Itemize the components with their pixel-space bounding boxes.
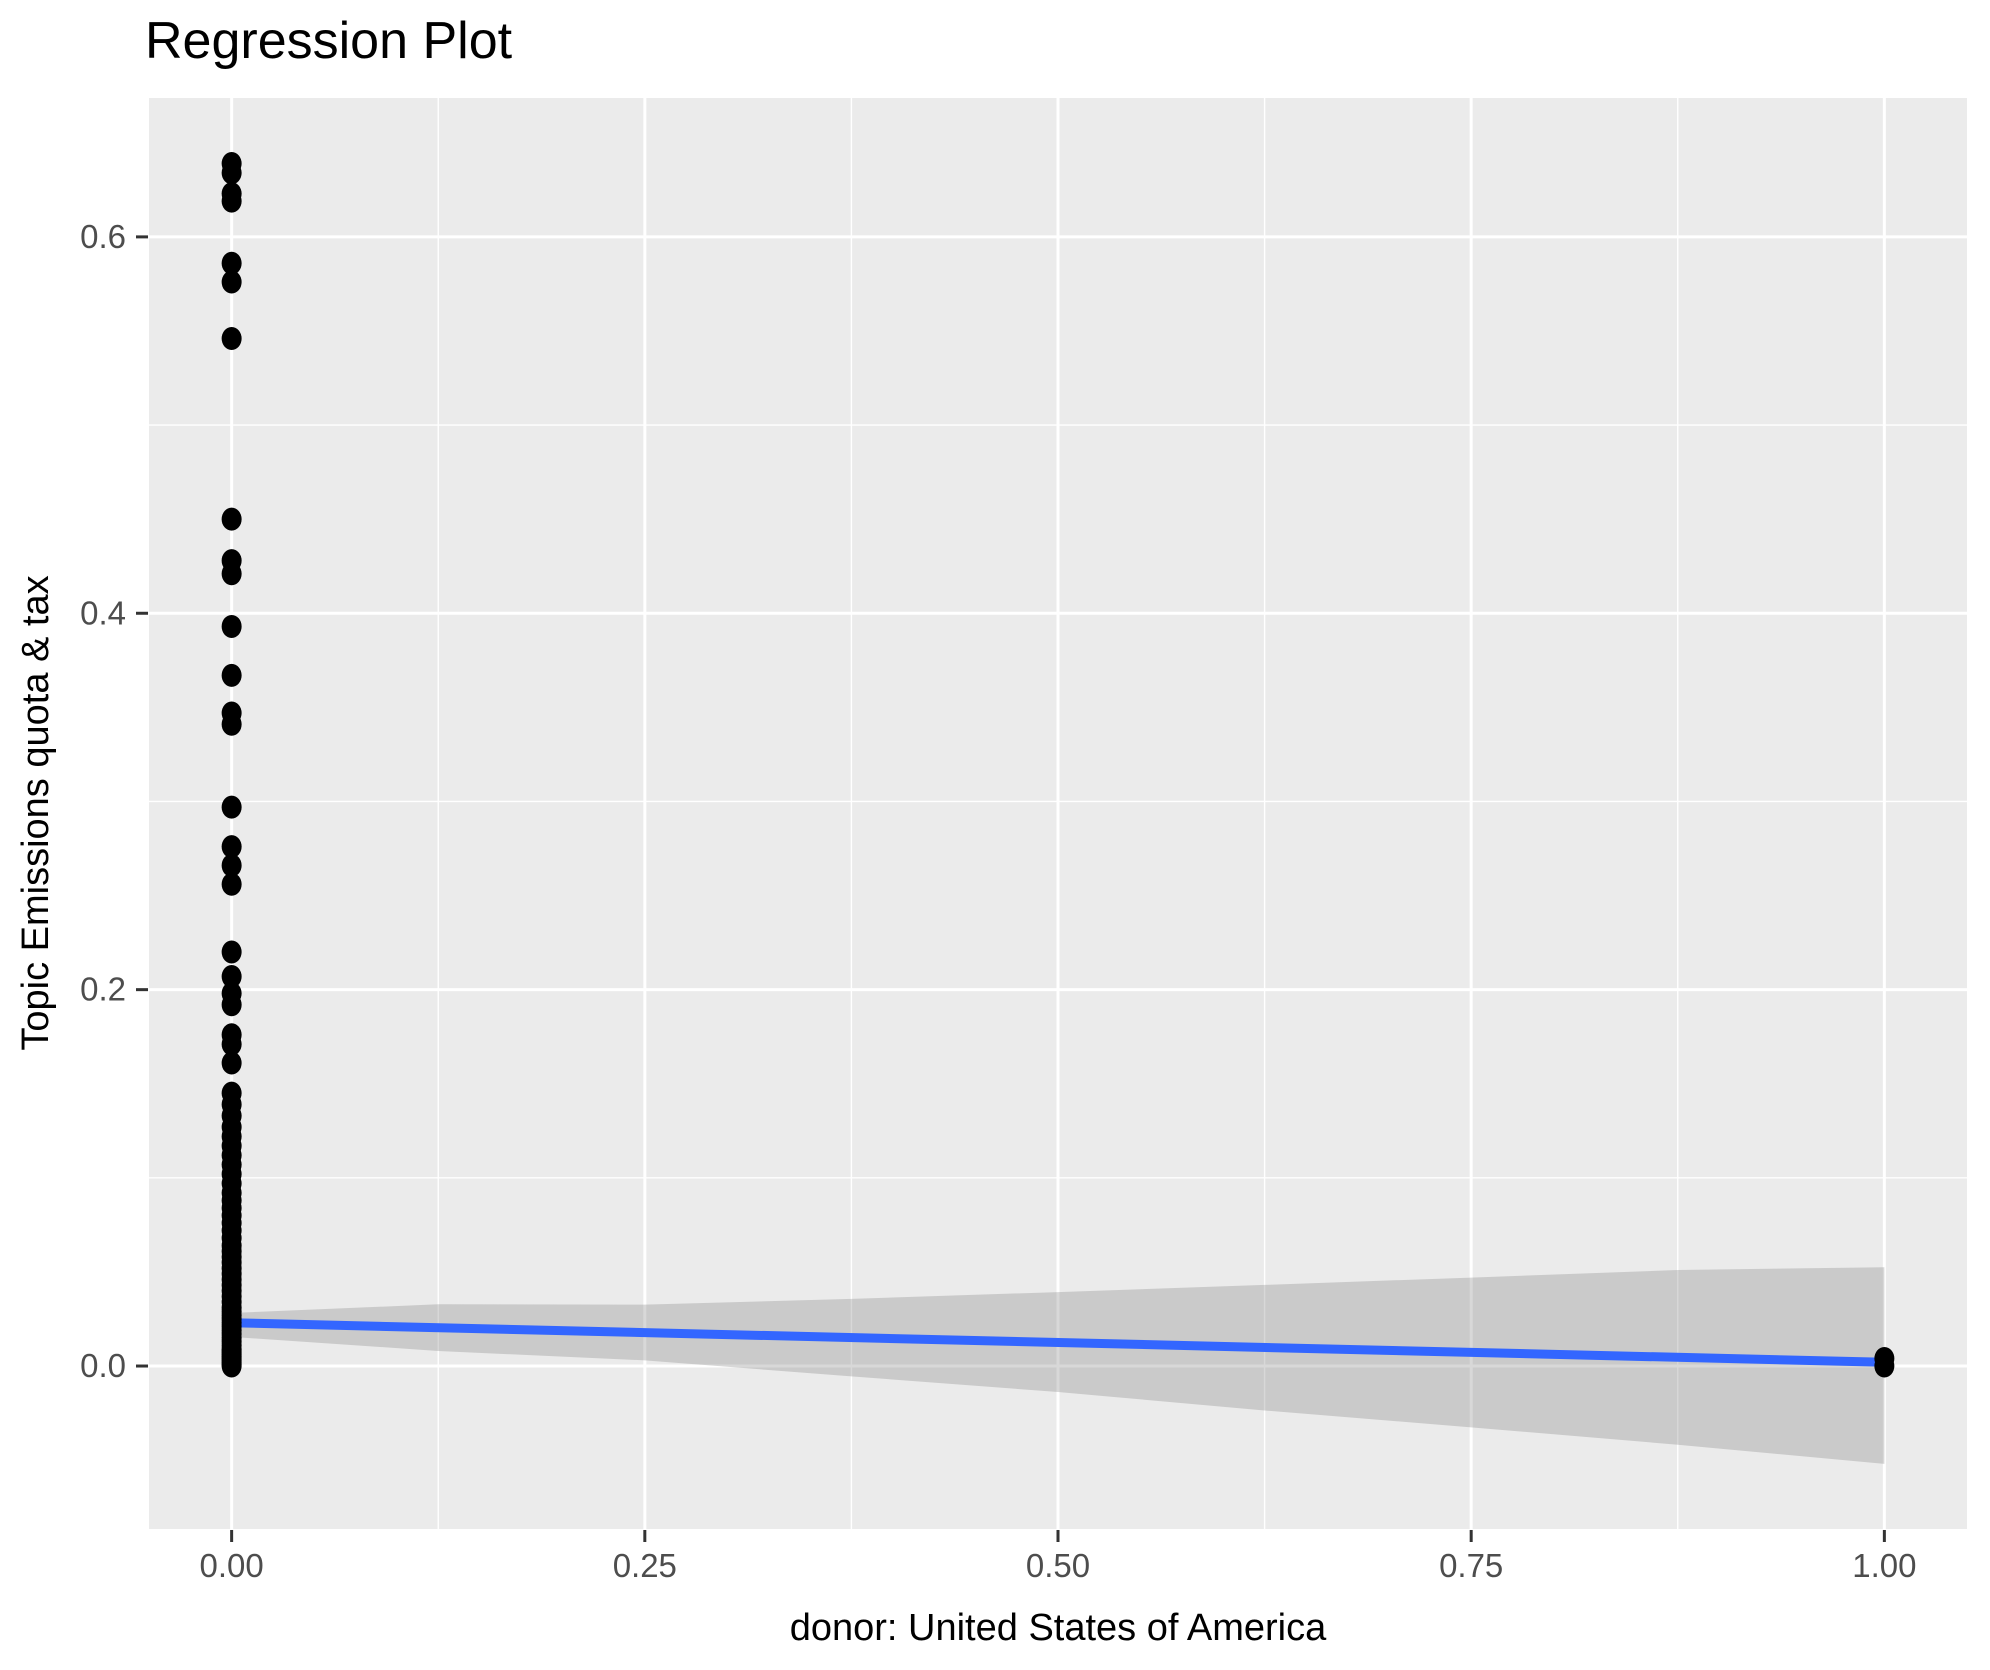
axis-tick-marks [136, 235, 1886, 1542]
y-tick-label: 0.0 [80, 1347, 126, 1384]
x-axis-title: donor: United States of America [790, 1607, 1327, 1649]
scatter-point [221, 964, 242, 988]
x-tick-label: 0.75 [1439, 1547, 1503, 1584]
scatter-point [221, 853, 242, 877]
x-tick-label: 0.25 [613, 1547, 677, 1584]
confidence-band-area [231, 1267, 1885, 1464]
x-tick-label: 0.00 [200, 1547, 264, 1584]
scatter-point [221, 507, 242, 531]
scatter-points [221, 151, 1895, 1378]
scatter-point [221, 251, 242, 275]
scatter-point [221, 712, 242, 736]
scatter-point [221, 940, 242, 964]
y-tick-labels: 0.0 0.2 0.4 0.6 [80, 218, 126, 1384]
scatter-point [221, 993, 242, 1017]
scatter-point [221, 327, 242, 351]
scatter-point [221, 1032, 242, 1056]
scatter-point [221, 614, 242, 638]
regression-line-segment [231, 1318, 1885, 1367]
scatter-point [221, 835, 242, 859]
x-tick-label: 1.00 [1852, 1547, 1916, 1584]
scatter-point [221, 795, 242, 819]
scatter-point [221, 1051, 242, 1075]
scatter-point [221, 562, 242, 586]
x-tick-label: 0.50 [1026, 1547, 1090, 1584]
regression-line [231, 1318, 1885, 1367]
scatter-point [221, 663, 242, 687]
confidence-band [231, 1267, 1885, 1464]
scatter-point [221, 872, 242, 896]
scatter-point [221, 189, 242, 213]
y-axis-title: Topic Emissions quota & tax [15, 575, 57, 1050]
x-tick-labels: 0.00 0.25 0.50 0.75 1.00 [200, 1547, 1917, 1584]
chart-title: Regression Plot [145, 12, 513, 70]
scatter-point [1874, 1354, 1895, 1378]
y-tick-label: 0.6 [80, 218, 126, 255]
scatter-point [221, 1354, 242, 1378]
y-tick-label: 0.2 [80, 971, 126, 1008]
scatter-point [221, 161, 242, 185]
y-tick-label: 0.4 [80, 594, 126, 631]
scatter-point [221, 270, 242, 294]
